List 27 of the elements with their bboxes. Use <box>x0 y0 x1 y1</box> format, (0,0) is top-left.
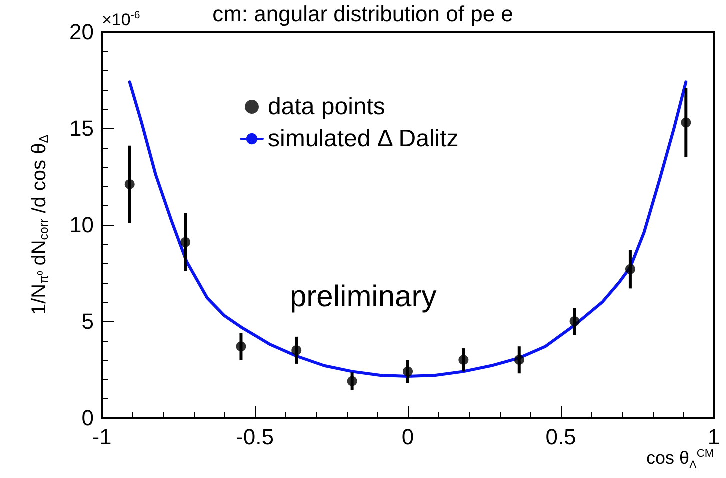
x-tick-label: 0 <box>402 424 414 450</box>
y-axis-title: 1/Nπ⁰ dNcorr /d cos θΔ <box>28 134 51 316</box>
point <box>292 345 302 356</box>
line-series <box>128 80 688 378</box>
point <box>236 342 246 352</box>
point <box>124 179 135 190</box>
legend-label: simulated Δ Dalitz <box>268 126 459 152</box>
y-tick-label: 5 <box>82 309 94 334</box>
y-tick-label: 15 <box>70 116 94 141</box>
x-tick-label: 1 <box>708 424 720 450</box>
annotation: preliminary <box>290 280 437 314</box>
x-tick-label: -1 <box>92 424 112 450</box>
point <box>514 355 524 366</box>
y-tick-label: 10 <box>70 212 94 238</box>
legend-label: data points <box>268 94 386 120</box>
point <box>570 316 580 326</box>
y-tick-label: 0 <box>82 406 94 430</box>
point <box>403 366 413 377</box>
point <box>458 355 469 366</box>
point <box>180 237 191 248</box>
chart-title: cm: angular distribution of pe e <box>212 2 514 26</box>
x-tick-label: 0.5 <box>546 424 576 450</box>
point <box>347 376 358 386</box>
point <box>625 264 636 274</box>
y-tick-label: 20 <box>70 20 94 44</box>
x-tick-label: -0.5 <box>236 424 274 450</box>
point <box>681 118 692 128</box>
